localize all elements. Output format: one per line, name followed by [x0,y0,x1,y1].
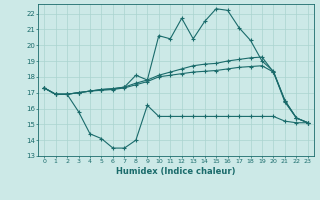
X-axis label: Humidex (Indice chaleur): Humidex (Indice chaleur) [116,167,236,176]
